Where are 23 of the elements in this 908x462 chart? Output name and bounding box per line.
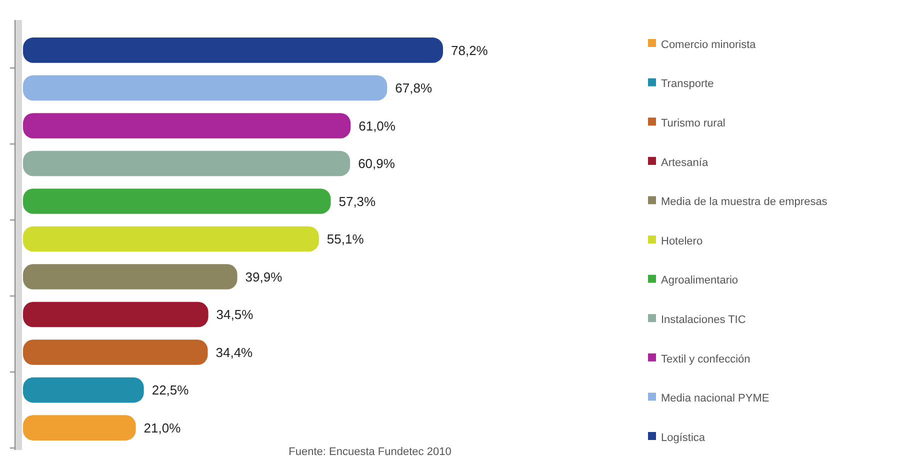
legend-label: Hotelero xyxy=(661,235,703,248)
legend-label: Textil y confección xyxy=(661,353,750,366)
data-label: 67,8% xyxy=(395,80,432,96)
data-label: 60,9% xyxy=(358,156,396,172)
data-label: 78,2% xyxy=(451,42,488,58)
annotation: Fuente: Encuesta Fundetec 2010 xyxy=(288,446,452,458)
legend-label: Comercio minorista xyxy=(661,38,757,51)
legend-label: Turismo rural xyxy=(661,117,726,130)
data-label: 34,4% xyxy=(216,344,254,360)
legend-label: Instalaciones TIC xyxy=(661,314,746,326)
legend-label: Agroalimentario xyxy=(661,274,738,287)
data-label: 55,1% xyxy=(326,232,364,247)
legend-label: Media nacional PYME xyxy=(661,392,770,405)
data-label: 21,0% xyxy=(144,420,182,436)
legend-label: Transporte xyxy=(661,78,714,90)
data-label: 39,9% xyxy=(245,269,283,284)
legend-label: Media de la muestra de empresas xyxy=(661,196,828,208)
data-label: 61,0% xyxy=(358,118,396,134)
data-label: 57,3% xyxy=(338,194,376,209)
legend-label: Logística xyxy=(661,432,706,444)
data-label: 22,5% xyxy=(152,382,190,398)
legend-label: Artesanía xyxy=(661,156,709,169)
data-label: 34,5% xyxy=(216,307,254,322)
